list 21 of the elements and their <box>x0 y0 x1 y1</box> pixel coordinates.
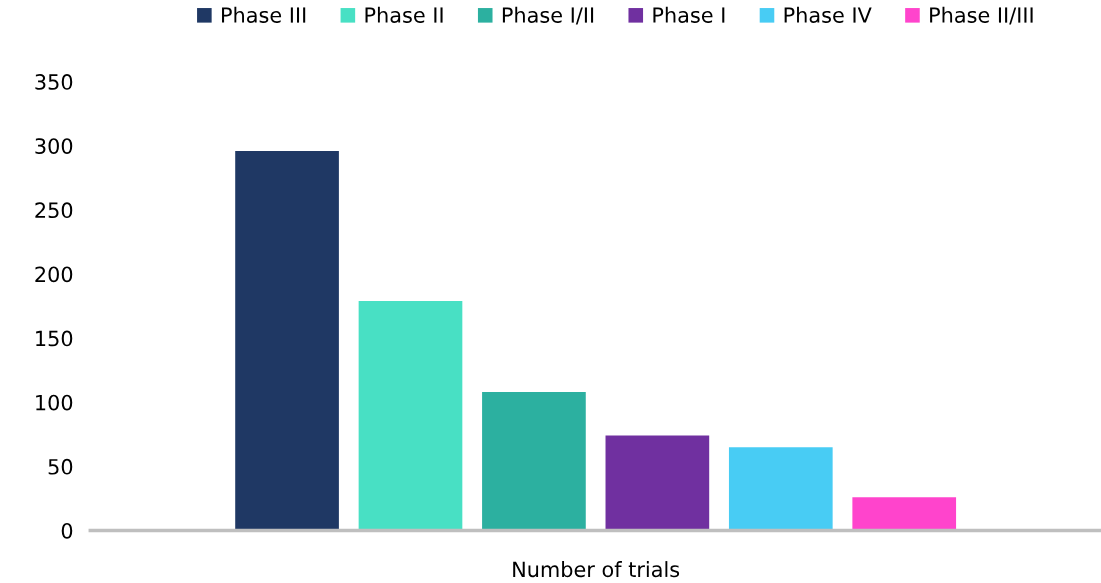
bar <box>482 392 586 531</box>
legend-label: Phase IV <box>784 6 872 23</box>
y-tick-label: 150 <box>36 330 73 347</box>
y-tick-label: 250 <box>35 202 73 219</box>
y-tick-label: 350 <box>35 74 73 90</box>
y-tick-label: 100 <box>36 394 73 411</box>
bar <box>852 497 957 531</box>
bar <box>605 435 710 531</box>
x-tick-label: Number of trials <box>513 561 680 578</box>
y-tick-label: 200 <box>35 266 73 283</box>
legend-label: Phase I/II <box>502 6 594 25</box>
y-tick-label: 0 <box>61 522 73 539</box>
y-tick-label: 300 <box>35 138 73 154</box>
bar <box>728 447 833 531</box>
y-tick-label: 50 <box>48 458 73 475</box>
legend-label: Phase II <box>365 6 443 23</box>
legend-label: Phase II/III <box>930 6 1033 25</box>
legend-label: Phase III <box>222 6 306 23</box>
legend-label: Phase I <box>653 6 725 23</box>
bar <box>235 150 339 531</box>
bar <box>358 300 463 531</box>
